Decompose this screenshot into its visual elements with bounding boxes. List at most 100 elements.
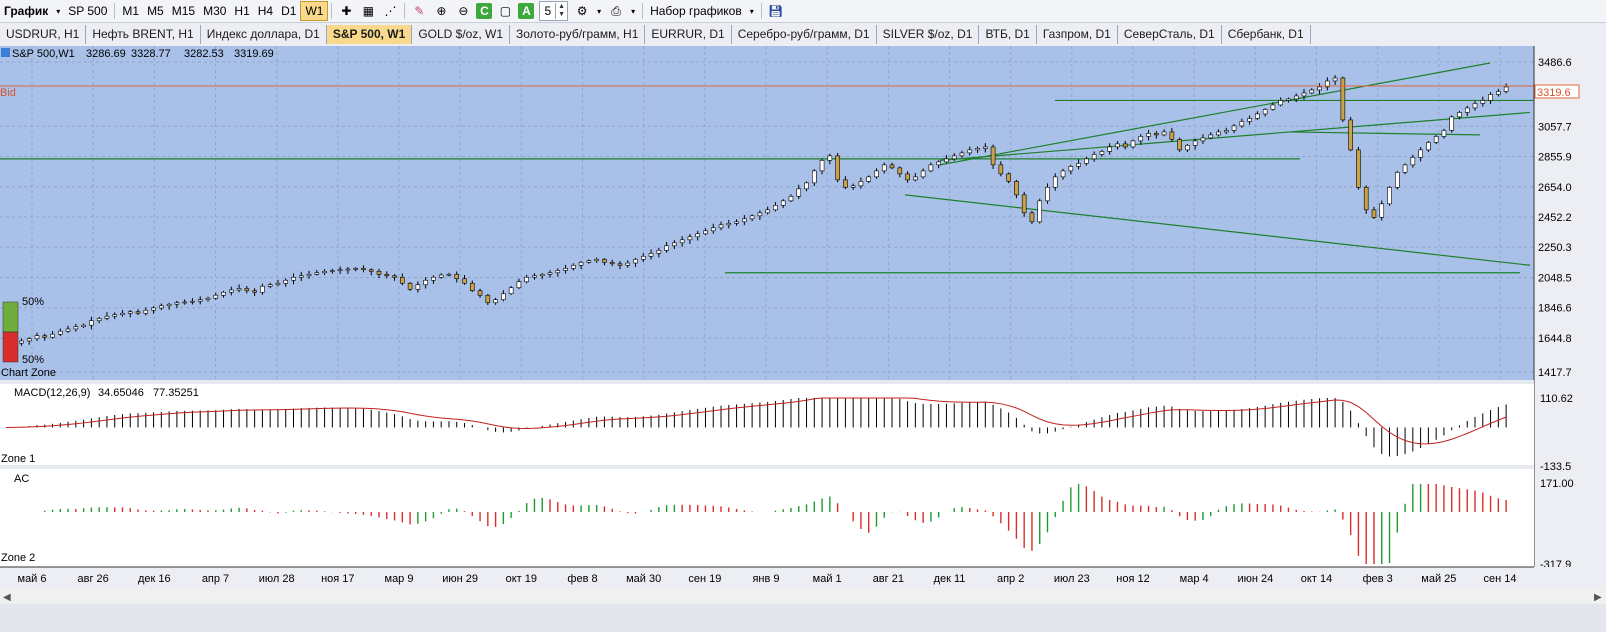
bid-price-tag-text: 3319.6 [1537,87,1571,99]
trend-line[interactable] [939,111,1531,161]
time-tick-label: дек 16 [138,573,171,585]
tab-silver-rub[interactable]: Серебро-руб/грамм, D1 [732,25,877,44]
macd-pane-background[interactable] [0,384,1534,465]
chevron-down-icon[interactable]: ▾ [597,6,602,16]
timeframe-h1[interactable]: H1 [234,4,250,18]
time-tick-label: июн 24 [1237,573,1273,585]
candle-bull [431,276,436,281]
tab-silver[interactable]: SILVER $/oz, D1 [877,25,980,44]
zoom-out-icon[interactable]: ⊖ [458,4,469,18]
separator [642,3,644,19]
candle-bull [1068,166,1074,172]
symbol-selector[interactable]: SP 500 [68,4,108,18]
candle-bull [625,262,631,266]
timeframe-h4[interactable]: H4 [257,4,274,18]
green-a-icon[interactable]: A [518,3,535,19]
pane-separator[interactable] [0,465,1534,469]
candle-bull [229,289,234,293]
price-axis-labels: 3486.6 3057.7 2855.9 2654.0 2452.2 2250.3 2048… [1538,57,1572,379]
time-tick-label: окт 19 [506,573,537,585]
tab-eurrur[interactable]: EURRUR, D1 [645,25,732,44]
chart-menu[interactable]: График [4,4,49,18]
bid-label: Bid [0,87,16,99]
scroll-left-icon[interactable]: ◀ [3,592,11,603]
green-c-icon[interactable]: C [476,3,493,19]
candle-bull [1325,80,1330,88]
time-axis[interactable] [0,567,1606,587]
candles [3,75,1509,350]
tab-sp500[interactable]: S&P 500, W1 [326,25,413,44]
timeframe-d1[interactable]: D1 [281,4,297,18]
chart-zone-label: Chart Zone [1,367,56,379]
print-icon[interactable]: ⎙ [611,3,621,18]
price-axis[interactable] [1534,46,1606,576]
tab-gold-rub[interactable]: Золото-руб/грамм, H1 [510,25,646,44]
bars-spinner-value: 5 [544,4,552,18]
ac-axis-max: 171.00 [1540,478,1574,490]
macd-signal-line [5,397,1507,445]
tab-brent[interactable]: Нефть BRENT, H1 [86,25,201,44]
timeframe-m15[interactable]: M15 [171,4,196,18]
candle-bull [73,326,79,330]
save-icon[interactable]: 💾︎ [768,4,784,18]
eraser-icon[interactable]: ✎ [414,4,425,18]
tab-gold[interactable]: GOLD $/oz, W1 [412,25,511,44]
candle-bull [1208,134,1214,139]
candle-bear [889,164,895,169]
chevron-down-icon[interactable]: ▾ [749,6,754,16]
candle-bull [34,335,40,339]
tab-severstal[interactable]: СеверСталь, D1 [1118,25,1222,44]
candle-bull [718,224,724,229]
ohlc-close: 3319.69 [234,48,274,60]
timeframe-m5[interactable]: M5 [147,4,164,18]
candle-bull [415,284,421,290]
scroll-thumb[interactable] [1540,590,1541,591]
tab-usdrur[interactable]: USDRUR, H1 [0,25,87,44]
candle-bull [944,158,949,163]
bars-spinner[interactable]: 5 ▲ ▼ [539,1,569,21]
candle-bull [913,176,918,181]
pane-menu-icon[interactable] [1,48,10,57]
candle-bull [298,275,304,278]
candle-bull [1402,164,1408,173]
pane-separator[interactable] [0,380,1534,384]
trend-line[interactable] [939,62,1491,166]
spinner-arrows-icon[interactable]: ▲ ▼ [555,3,567,19]
zone-ratio-red[interactable] [2,331,19,363]
trend-line[interactable] [1289,131,1481,136]
horizontal-scrollbar[interactable] [0,588,1606,604]
chart-set-menu[interactable]: Набор графиков [650,4,742,18]
tab-sberbank[interactable]: Сбербанк, D1 [1222,25,1311,44]
trend-lines[interactable] [0,62,1534,274]
frame-icon[interactable]: ▢ [499,4,512,18]
zone-ratio-green[interactable] [2,301,19,333]
timeframe-w1[interactable]: W1 [300,1,329,21]
candle-bull [174,302,180,305]
time-tick-label: июн 29 [442,573,478,585]
ac-pane-background[interactable] [0,469,1534,567]
trend-line[interactable] [904,194,1531,266]
chart-type-icon[interactable]: ▦ [362,4,375,18]
scroll-right-icon[interactable]: ▶ [1594,592,1602,603]
indicators-icon[interactable]: ⋰ [384,4,397,18]
time-tick-label: май 30 [626,573,661,585]
timeframe-m1[interactable]: M1 [122,4,140,18]
tab-dollar-index[interactable]: Индекс доллара, D1 [201,25,327,44]
candle-bull [81,324,86,328]
zone-ratio-bottom-label: 50% [22,354,44,366]
tab-vtb[interactable]: ВТБ, D1 [979,25,1037,44]
chevron-down-icon[interactable]: ▾ [56,6,61,16]
crosshair-icon[interactable]: ✚ [341,4,352,18]
time-tick-label: авг 26 [78,573,109,585]
chart-canvas[interactable]: Bid S&P 500,W1 3286.69 3328.77 3282.53 3… [0,46,1606,632]
tab-gazprom[interactable]: Газпром, D1 [1037,25,1118,44]
chevron-down-icon[interactable]: ▾ [631,6,636,16]
toolbar: График ▾ SP 500 M1 M5 M15 M30 H1 H4 D1 W… [0,0,1606,23]
status-strip [0,604,1606,632]
candle-bull [710,227,716,232]
period-icon[interactable]: ⚙ [576,4,588,18]
zoom-in-icon[interactable]: ⊕ [436,4,447,18]
candle-bear [1340,77,1346,121]
timeframe-m30[interactable]: M30 [203,4,227,18]
candle-bull [1441,130,1447,137]
